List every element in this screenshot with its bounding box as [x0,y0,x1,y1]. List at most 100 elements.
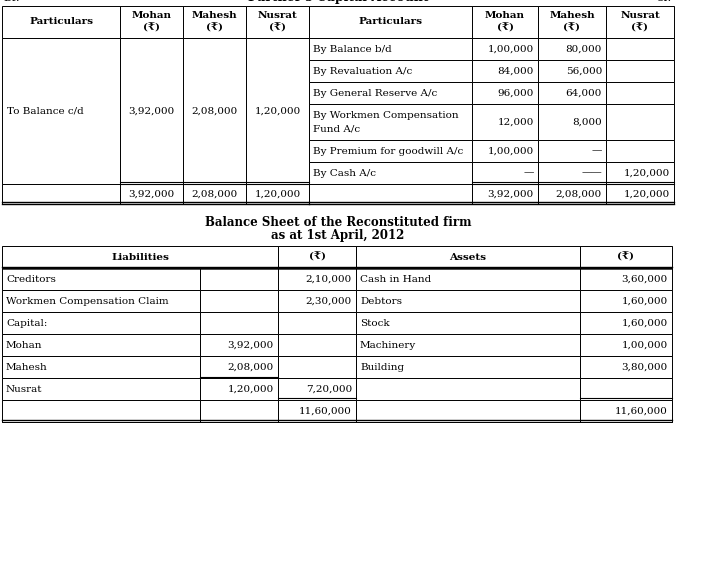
Text: (₹): (₹) [497,24,513,33]
Text: Particulars: Particulars [29,17,93,26]
Text: Creditors: Creditors [6,275,56,283]
Text: Mohan: Mohan [6,340,43,350]
Bar [183,6,246,38]
Text: 2,08,000: 2,08,000 [228,362,274,372]
Bar [278,246,356,268]
Bar [356,356,580,378]
Bar [356,378,580,400]
Bar [606,184,674,204]
Bar [606,162,674,184]
Text: 8,000: 8,000 [572,118,602,127]
Bar [2,312,200,334]
Bar [278,400,356,422]
Bar [200,312,278,334]
Bar [246,6,309,38]
Text: 11,60,000: 11,60,000 [615,407,668,415]
Text: Dr.: Dr. [3,0,20,3]
Bar [200,378,278,400]
Bar [606,6,674,38]
Bar [120,184,183,204]
Text: Balance Sheet of the Reconstituted firm: Balance Sheet of the Reconstituted firm [205,217,471,229]
Bar [472,162,538,184]
Bar [580,290,672,312]
Bar [356,400,580,422]
Bar [183,38,246,184]
Text: 12,000: 12,000 [497,118,534,127]
Bar [200,356,278,378]
Bar [538,140,606,162]
Text: 1,20,000: 1,20,000 [228,385,274,393]
Text: Partner's Capital Account: Partner's Capital Account [248,0,429,5]
Text: By General Reserve A/c: By General Reserve A/c [313,89,437,97]
Text: Nusrat: Nusrat [6,385,43,393]
Bar [309,104,472,140]
Text: By Workmen Compensation: By Workmen Compensation [313,111,458,119]
Text: 1,00,000: 1,00,000 [488,44,534,54]
Text: Debtors: Debtors [360,297,402,305]
Bar [2,378,200,400]
Bar [472,140,538,162]
Text: Building: Building [360,362,404,372]
Text: (₹): (₹) [563,24,581,33]
Bar [309,6,472,38]
Text: By Cash A/c: By Cash A/c [313,169,376,177]
Bar [2,38,120,184]
Bar [580,378,672,400]
Text: 96,000: 96,000 [497,89,534,97]
Text: 2,08,000: 2,08,000 [191,107,237,116]
Text: 7,20,000: 7,20,000 [306,385,352,393]
Text: Mohan: Mohan [132,12,172,21]
Bar [2,356,200,378]
Text: 1,20,000: 1,20,000 [624,190,670,199]
Bar [472,82,538,104]
Text: (₹): (₹) [631,24,649,33]
Bar [538,104,606,140]
Bar [309,184,472,204]
Bar [356,334,580,356]
Bar [309,140,472,162]
Text: 1,20,000: 1,20,000 [254,190,300,199]
Text: 2,10,000: 2,10,000 [306,275,352,283]
Bar [472,60,538,82]
Bar [538,6,606,38]
Text: 1,00,000: 1,00,000 [622,340,668,350]
Bar [472,6,538,38]
Bar [580,334,672,356]
Bar [200,268,278,290]
Bar [2,268,200,290]
Text: Liabilities: Liabilities [111,252,169,262]
Bar [2,184,120,204]
Bar [278,356,356,378]
Text: —: — [592,146,602,156]
Bar [278,290,356,312]
Text: 3,92,000: 3,92,000 [228,340,274,350]
Text: By Premium for goodwill A/c: By Premium for goodwill A/c [313,146,463,156]
Text: Cr.: Cr. [655,0,671,3]
Text: Mohan: Mohan [485,12,525,21]
Text: 1,20,000: 1,20,000 [624,169,670,177]
Bar [538,184,606,204]
Text: Fund A/c: Fund A/c [313,124,360,134]
Text: as at 1st April, 2012: as at 1st April, 2012 [272,229,405,242]
Text: Workmen Compensation Claim: Workmen Compensation Claim [6,297,169,305]
Text: Nusrat: Nusrat [620,12,660,21]
Text: (₹): (₹) [308,252,326,262]
Bar [278,312,356,334]
Bar [309,162,472,184]
Bar [538,60,606,82]
Bar [472,38,538,60]
Text: 2,08,000: 2,08,000 [556,190,602,199]
Bar [472,104,538,140]
Text: (₹): (₹) [206,24,223,33]
Bar [2,334,200,356]
Text: 3,92,000: 3,92,000 [128,107,174,116]
Bar [120,6,183,38]
Bar [183,184,246,204]
Bar [120,38,183,184]
Text: 1,60,000: 1,60,000 [622,297,668,305]
Text: 3,60,000: 3,60,000 [622,275,668,283]
Bar [200,290,278,312]
Text: By Balance b/d: By Balance b/d [313,44,392,54]
Bar [246,38,309,184]
Text: (₹): (₹) [618,252,634,262]
